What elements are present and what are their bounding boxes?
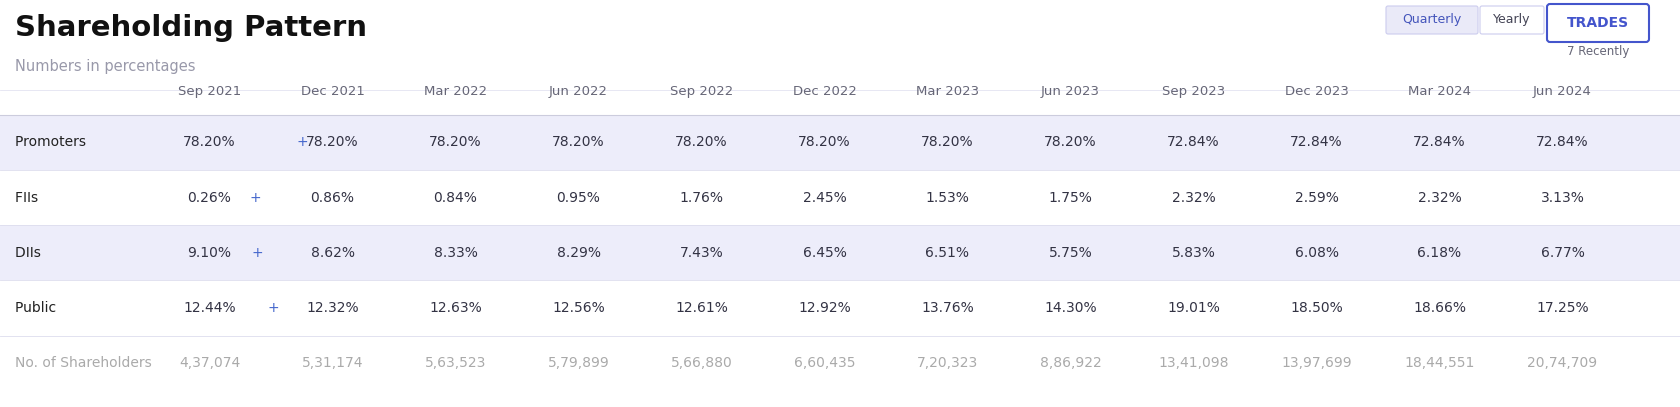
- Text: +: +: [249, 190, 260, 205]
- Text: Quarterly: Quarterly: [1403, 13, 1462, 26]
- Text: 6,60,435: 6,60,435: [793, 356, 855, 370]
- Text: 12.63%: 12.63%: [428, 301, 482, 315]
- Text: 0.86%: 0.86%: [311, 190, 354, 205]
- Text: 0.26%: 0.26%: [188, 190, 232, 205]
- Text: 18.50%: 18.50%: [1290, 301, 1342, 315]
- Text: DIIs: DIIs: [15, 246, 45, 260]
- Bar: [0, 225, 1680, 280]
- Text: 78.20%: 78.20%: [675, 136, 727, 149]
- Text: 8.33%: 8.33%: [433, 246, 477, 260]
- Text: 7 Recently: 7 Recently: [1567, 45, 1630, 58]
- Text: 5,31,174: 5,31,174: [302, 356, 363, 370]
- Text: 9.10%: 9.10%: [188, 246, 232, 260]
- Text: Mar 2022: Mar 2022: [423, 85, 487, 98]
- Text: 78.20%: 78.20%: [798, 136, 850, 149]
- Text: 6.45%: 6.45%: [803, 246, 847, 260]
- Text: 8.29%: 8.29%: [556, 246, 600, 260]
- Text: Sep 2021: Sep 2021: [178, 85, 242, 98]
- Text: 72.84%: 72.84%: [1536, 136, 1589, 149]
- Text: 5.83%: 5.83%: [1171, 246, 1215, 260]
- Text: Jun 2022: Jun 2022: [549, 85, 608, 98]
- Text: 3.13%: 3.13%: [1541, 190, 1584, 205]
- Text: 1.75%: 1.75%: [1048, 190, 1092, 205]
- Text: Dec 2022: Dec 2022: [793, 85, 857, 98]
- Text: 6.77%: 6.77%: [1541, 246, 1584, 260]
- Text: Numbers in percentages: Numbers in percentages: [15, 59, 195, 74]
- Text: 72.84%: 72.84%: [1290, 136, 1342, 149]
- Text: 0.84%: 0.84%: [433, 190, 477, 205]
- Bar: [0, 115, 1680, 170]
- Text: 13,97,699: 13,97,699: [1282, 356, 1352, 370]
- Text: 78.20%: 78.20%: [553, 136, 605, 149]
- Text: 0.95%: 0.95%: [556, 190, 600, 205]
- Text: +: +: [297, 136, 309, 149]
- Text: 14.30%: 14.30%: [1045, 301, 1097, 315]
- Text: Promoters: Promoters: [15, 136, 91, 149]
- Text: 78.20%: 78.20%: [921, 136, 974, 149]
- Text: Public: Public: [15, 301, 60, 315]
- Text: 8,86,922: 8,86,922: [1040, 356, 1102, 370]
- Text: 13,41,098: 13,41,098: [1158, 356, 1228, 370]
- Text: Mar 2023: Mar 2023: [916, 85, 979, 98]
- Text: 18,44,551: 18,44,551: [1404, 356, 1475, 370]
- Text: 78.20%: 78.20%: [306, 136, 360, 149]
- Text: 12.44%: 12.44%: [183, 301, 235, 315]
- Text: 2.59%: 2.59%: [1295, 190, 1339, 205]
- Text: 72.84%: 72.84%: [1413, 136, 1467, 149]
- FancyBboxPatch shape: [1547, 4, 1650, 42]
- Text: 78.20%: 78.20%: [1045, 136, 1097, 149]
- Text: 6.18%: 6.18%: [1418, 246, 1462, 260]
- Text: Yearly: Yearly: [1494, 13, 1530, 26]
- Text: 8.62%: 8.62%: [311, 246, 354, 260]
- Text: 12.32%: 12.32%: [306, 301, 360, 315]
- Text: 2.32%: 2.32%: [1171, 190, 1215, 205]
- Text: 19.01%: 19.01%: [1168, 301, 1220, 315]
- Text: 6.08%: 6.08%: [1295, 246, 1339, 260]
- Text: Dec 2023: Dec 2023: [1285, 85, 1349, 98]
- Text: 20,74,709: 20,74,709: [1527, 356, 1598, 370]
- Text: +: +: [267, 301, 279, 315]
- Text: 5.75%: 5.75%: [1048, 246, 1092, 260]
- FancyBboxPatch shape: [1480, 6, 1544, 34]
- Text: TRADES: TRADES: [1567, 16, 1630, 30]
- Text: 2.45%: 2.45%: [803, 190, 847, 205]
- Text: Jun 2023: Jun 2023: [1042, 85, 1100, 98]
- Text: 5,79,899: 5,79,899: [548, 356, 610, 370]
- Text: 18.66%: 18.66%: [1413, 301, 1467, 315]
- Text: 12.61%: 12.61%: [675, 301, 727, 315]
- Text: 13.76%: 13.76%: [921, 301, 974, 315]
- Text: 7,20,323: 7,20,323: [917, 356, 978, 370]
- Text: Sep 2023: Sep 2023: [1163, 85, 1225, 98]
- Text: Sep 2022: Sep 2022: [670, 85, 732, 98]
- Text: 72.84%: 72.84%: [1168, 136, 1220, 149]
- Text: 12.92%: 12.92%: [798, 301, 850, 315]
- Text: 6.51%: 6.51%: [926, 246, 969, 260]
- Text: Shareholding Pattern: Shareholding Pattern: [15, 14, 366, 42]
- FancyBboxPatch shape: [1386, 6, 1478, 34]
- Text: Mar 2024: Mar 2024: [1408, 85, 1472, 98]
- Text: 17.25%: 17.25%: [1536, 301, 1589, 315]
- Text: 7.43%: 7.43%: [680, 246, 724, 260]
- Text: Jun 2024: Jun 2024: [1534, 85, 1593, 98]
- Text: 12.56%: 12.56%: [553, 301, 605, 315]
- Text: Dec 2021: Dec 2021: [301, 85, 365, 98]
- Text: FIIs: FIIs: [15, 190, 42, 205]
- Text: +: +: [252, 246, 264, 260]
- Text: 4,37,074: 4,37,074: [178, 356, 240, 370]
- Text: 1.76%: 1.76%: [679, 190, 724, 205]
- Text: 1.53%: 1.53%: [926, 190, 969, 205]
- Text: 2.32%: 2.32%: [1418, 190, 1462, 205]
- Text: No. of Shareholders: No. of Shareholders: [15, 356, 151, 370]
- Text: 78.20%: 78.20%: [428, 136, 482, 149]
- Text: 5,63,523: 5,63,523: [425, 356, 486, 370]
- Text: 78.20%: 78.20%: [183, 136, 235, 149]
- Text: 5,66,880: 5,66,880: [670, 356, 732, 370]
